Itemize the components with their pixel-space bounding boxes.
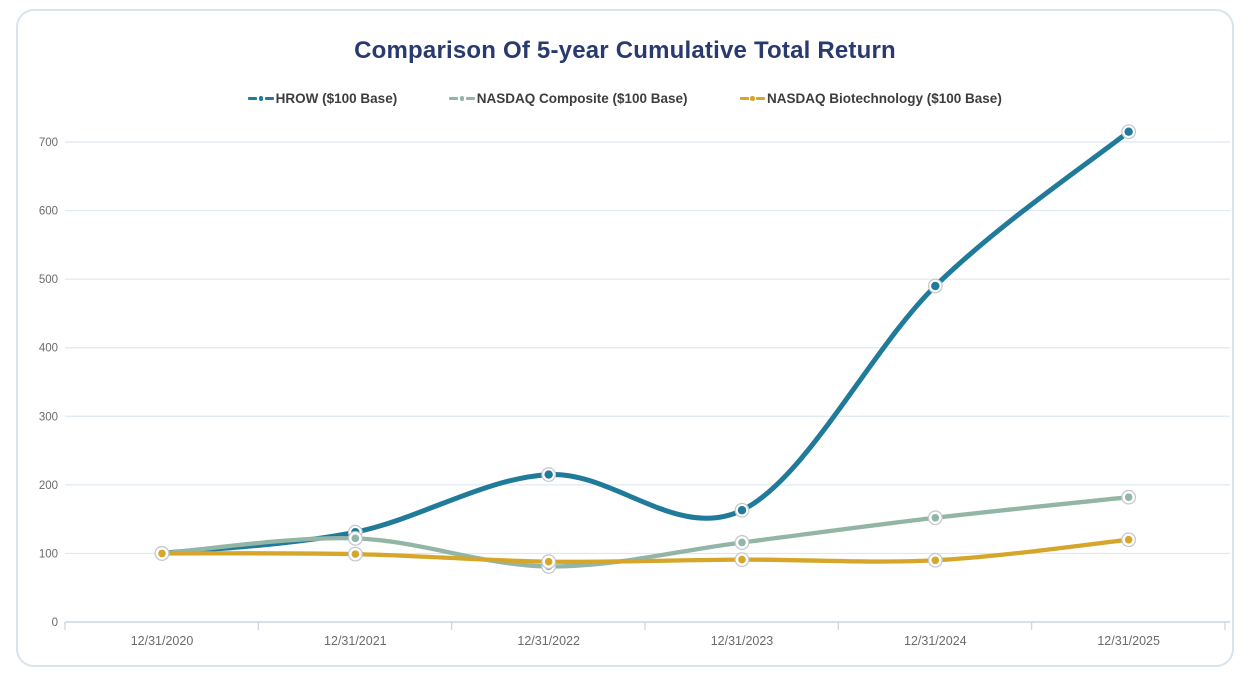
y-tick-label: 300	[39, 411, 58, 423]
data-point-marker	[929, 279, 943, 293]
marker-dot	[1125, 493, 1133, 501]
y-tick-label: 500	[39, 274, 58, 286]
data-point-marker	[1122, 490, 1136, 504]
marker-dot	[738, 556, 746, 564]
data-point-marker	[1122, 533, 1136, 547]
x-tick-label: 12/31/2022	[517, 634, 580, 648]
data-point-marker	[929, 553, 943, 567]
y-tick-label: 700	[39, 137, 58, 149]
x-tick-label: 12/31/2021	[324, 634, 387, 648]
x-tick-label: 12/31/2023	[711, 634, 774, 648]
y-tick-label: 100	[39, 548, 58, 560]
data-point-marker	[1122, 125, 1136, 139]
marker-dot	[544, 470, 552, 478]
data-point-marker	[349, 547, 363, 561]
data-point-marker	[929, 511, 943, 525]
marker-dot	[352, 550, 360, 558]
x-tick-label: 12/31/2020	[131, 634, 194, 648]
data-point-marker	[735, 503, 749, 517]
data-point-marker	[542, 468, 556, 482]
series-line-1	[162, 132, 1129, 554]
marker-dot	[1124, 128, 1132, 136]
marker-dot	[932, 514, 940, 522]
marker-dot	[158, 550, 166, 558]
data-point-marker	[735, 553, 749, 567]
marker-dot	[738, 539, 746, 547]
x-tick-label: 12/31/2025	[1097, 634, 1160, 648]
marker-dot	[931, 282, 939, 290]
y-tick-label: 0	[52, 617, 58, 629]
data-point-marker	[735, 536, 749, 550]
marker-dot	[738, 506, 746, 514]
marker-dot	[352, 535, 360, 543]
y-tick-label: 400	[39, 343, 58, 355]
y-tick-label: 600	[39, 206, 58, 218]
x-tick-label: 12/31/2024	[904, 634, 967, 648]
y-tick-label: 200	[39, 480, 58, 492]
marker-dot	[932, 556, 940, 564]
data-point-marker	[542, 555, 556, 569]
marker-dot	[1125, 536, 1133, 544]
chart-card: Comparison Of 5-year Cumulative Total Re…	[16, 9, 1234, 667]
data-point-marker	[349, 532, 363, 546]
data-point-marker	[155, 547, 169, 561]
marker-dot	[545, 558, 553, 566]
